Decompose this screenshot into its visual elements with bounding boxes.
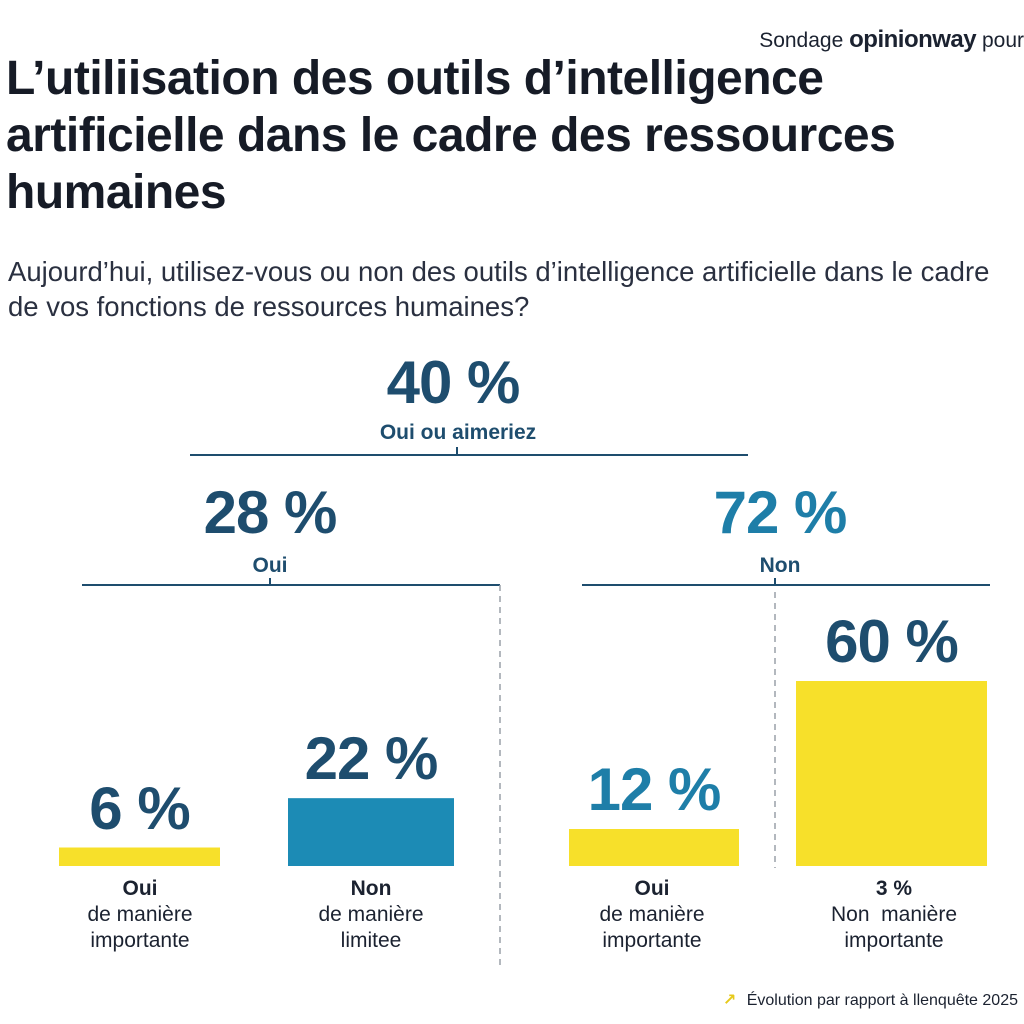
bar-label-0-line1: de manière xyxy=(87,903,193,926)
footer-note: ↗ Évolution par rapport à llenquête 2025 xyxy=(723,990,1018,1010)
bars-group xyxy=(59,681,987,866)
bar-label-2: Oui de manière importante xyxy=(567,876,737,954)
brand-logo: opinionway xyxy=(849,26,977,53)
source-prefix: Sondage xyxy=(759,29,844,52)
footer-text: Évolution par rapport à llenquête 2025 xyxy=(746,992,1018,1009)
bar-label-1-line1: de manière xyxy=(318,903,424,926)
bar-non-limitee xyxy=(288,798,454,866)
branch-non-percentage: 72 % xyxy=(713,479,848,546)
bar-label-2-line1: de manière xyxy=(599,903,705,926)
bar-label-1: Non de manière limitee xyxy=(286,876,456,954)
total-label: Oui ou aimeriez xyxy=(379,421,537,444)
source-credit: Sondage opinionway pour xyxy=(759,26,1024,54)
branch-oui-label: Oui xyxy=(252,554,288,577)
bar-oui-importante xyxy=(59,847,220,866)
tree-connectors xyxy=(82,447,990,970)
source-suffix: pour xyxy=(981,29,1024,52)
bar-non-importante xyxy=(796,681,987,866)
bar-label-3-strong: 3 % xyxy=(875,877,913,900)
bar-label-2-line2: importante xyxy=(602,929,702,952)
total-percentage: 40 % xyxy=(386,349,521,416)
bar-label-3: 3 % Non manière importante xyxy=(799,876,989,954)
bar-value-non-limitee: 22 % xyxy=(304,725,439,793)
bar-value-oui-importante-2: 12 % xyxy=(587,756,722,823)
bar-label-1-strong: Non xyxy=(350,877,392,900)
bar-value-non-importante: 60 % xyxy=(825,608,959,675)
bar-label-0-strong: Oui xyxy=(122,877,158,900)
bar-oui-importante-2 xyxy=(569,829,739,866)
branch-non-label: Non xyxy=(759,554,801,577)
branch-oui-percentage: 28 % xyxy=(203,479,338,546)
bar-label-0-line2: importante xyxy=(90,929,190,952)
survey-question: Aujourd’hui, utilisez-vous ou non des ou… xyxy=(8,256,990,322)
page-title: L’utiliisation des outils d’intelligence… xyxy=(6,52,896,219)
bar-value-oui-importante: 6 % xyxy=(89,774,190,842)
trend-arrow-icon: ↗ xyxy=(722,992,737,1009)
bar-label-0: Oui de manière importante xyxy=(55,876,225,954)
bar-label-3-line1: Non manière xyxy=(830,903,958,926)
bar-label-2-strong: Oui xyxy=(634,877,670,900)
bar-label-3-line2: importante xyxy=(844,929,944,952)
bar-label-1-line2: limitee xyxy=(340,929,402,952)
